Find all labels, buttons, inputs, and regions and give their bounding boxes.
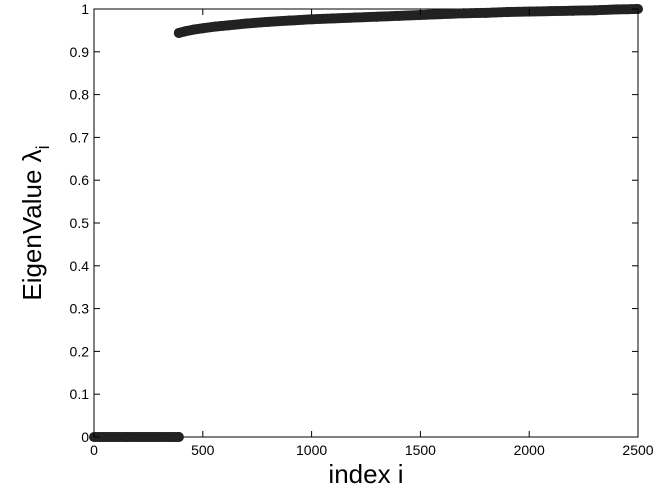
y-tick-label: 1	[81, 1, 89, 17]
x-tick-label: 1500	[405, 442, 436, 458]
y-tick-label: 0.6	[70, 172, 90, 188]
x-tick-label: 0	[90, 442, 98, 458]
y-axis-title: EigenValue λi	[17, 145, 53, 300]
y-tick-label: 0.5	[70, 215, 90, 231]
data-series	[89, 4, 643, 442]
x-axis-title: index i	[328, 459, 403, 489]
plot-area	[93, 8, 639, 438]
y-tick-label: 0.1	[70, 386, 90, 402]
x-tick-label: 1000	[296, 442, 327, 458]
y-tick-label: 0.4	[70, 258, 90, 274]
x-tick-label: 500	[191, 442, 215, 458]
y-tick-label: 0.7	[70, 129, 90, 145]
x-tick-label: 2000	[514, 442, 545, 458]
data-point	[173, 432, 184, 442]
y-axis-title-subscript: i	[33, 145, 53, 149]
y-tick-label: 0.2	[70, 343, 90, 359]
y-tick-label: 0.9	[70, 44, 90, 60]
axis-ticks: 0 500 1000 1500 2000 2500 0 0.1 0.2 0.3 0.4 0.5 0.6 0…	[70, 1, 654, 458]
y-tick-label: 0.8	[70, 87, 90, 103]
y-tick-label: 0.3	[70, 301, 90, 317]
y-axis-title-main: EigenValue λ	[17, 149, 47, 300]
x-tick-label: 2500	[622, 442, 653, 458]
y-tick-label: 0	[81, 429, 89, 445]
